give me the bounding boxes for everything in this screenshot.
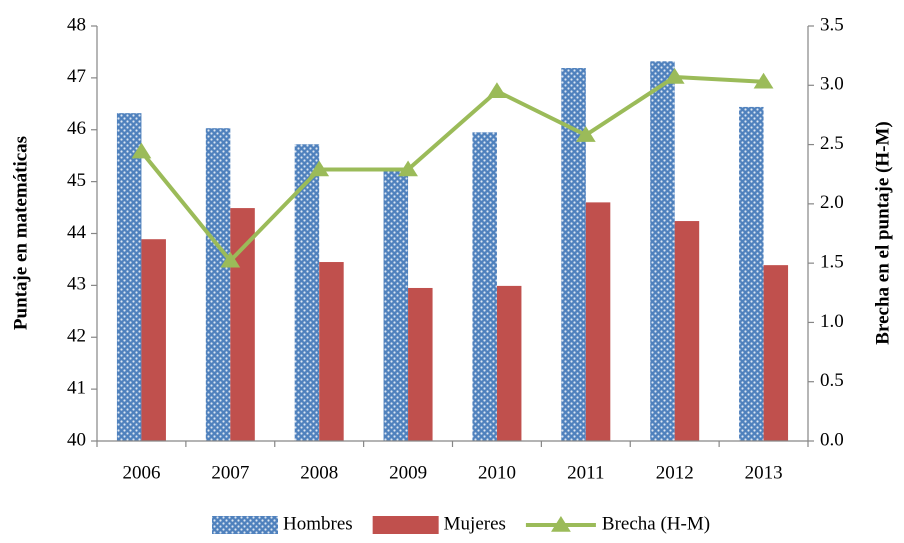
y2-tick-label: 0.0 [820,429,844,450]
bar [116,113,142,442]
x-tick-label: 2011 [567,462,604,483]
bar [230,208,255,441]
x-tick-label: 2012 [656,462,694,483]
bar [319,262,344,441]
bar [472,132,497,441]
y2-tick-label: 1.5 [820,252,844,273]
marker [309,160,330,177]
bar [674,221,700,441]
y-tick-label: 40 [67,429,86,450]
y-tick-label: 43 [67,274,86,295]
y2-tick-label: 3.5 [820,14,844,35]
y2-tick-label: 1.0 [820,311,844,332]
marker [753,72,774,89]
bar [739,106,764,442]
y-tick-label: 48 [67,14,86,35]
bar [294,144,320,441]
x-tick-label: 2006 [122,462,160,483]
legend-label: Hombres [283,513,353,534]
y-tick-label: 42 [67,326,86,347]
legend-label: Mujeres [444,513,506,534]
bar [408,287,433,441]
bar [496,285,522,441]
bar [763,265,789,441]
bar [205,128,231,441]
y-tick-label: 47 [67,66,86,87]
y2-tick-label: 2.5 [820,133,844,154]
y-axis-title: Puntaje en matemáticas [10,136,31,330]
marker [487,82,507,98]
y2-tick-label: 2.0 [820,192,844,213]
x-tick-label: 2007 [211,462,249,483]
marker [398,160,418,177]
y2-tick-label: 0.5 [820,370,844,391]
line [139,74,764,263]
bar [650,61,675,442]
x-tick-label: 2008 [300,462,338,483]
y-tick-label: 45 [67,170,86,191]
y2-tick-label: 3.0 [820,74,844,95]
bar [141,239,166,441]
y-tick-label: 41 [67,377,86,398]
marker [664,67,685,84]
x-tick-label: 2010 [478,462,516,483]
y-tick-label: 46 [67,118,86,139]
marker [220,251,241,268]
bar [585,202,611,441]
legend-swatch [372,516,439,534]
legend-label: Brecha (H-M) [602,513,710,534]
y-tick-label: 44 [67,222,87,243]
x-tick-label: 2009 [389,462,427,483]
legend-swatch [212,516,278,534]
bar [383,170,409,441]
marker [131,142,152,159]
marker [575,126,596,142]
y2-axis-title: Brecha en el puntaje (H-M) [872,121,893,344]
x-tick-label: 2013 [745,462,783,483]
legend-marker [551,516,571,532]
